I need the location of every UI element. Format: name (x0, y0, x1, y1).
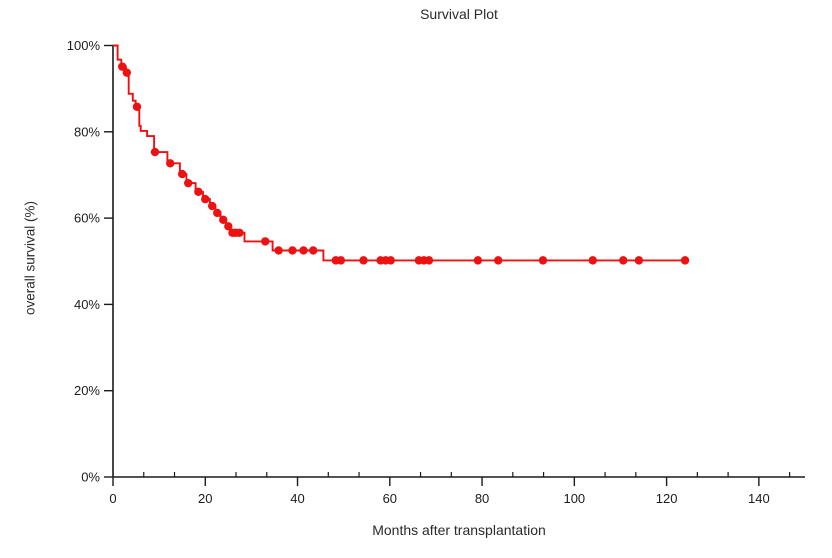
censor-marker (166, 159, 175, 168)
censor-marker (132, 102, 142, 111)
y-tick-label: 20% (74, 383, 100, 398)
censor-marker (588, 256, 597, 265)
censor-marker (336, 256, 346, 265)
censor-marker (473, 256, 483, 265)
censor-marker (299, 246, 308, 255)
censor-marker (274, 246, 283, 255)
x-tick-label: 60 (383, 491, 397, 506)
censor-marker (183, 178, 193, 188)
censor-marker (201, 194, 210, 204)
censor-marker (150, 147, 160, 157)
y-tick-label: 40% (74, 297, 100, 312)
chart-title: Survival Plot (420, 6, 498, 22)
censor-marker (424, 256, 434, 265)
censor-marker (219, 215, 228, 225)
censor-marker (235, 228, 244, 237)
x-tick-label: 120 (656, 491, 678, 506)
x-tick-label: 100 (563, 491, 585, 506)
censor-marker (194, 187, 203, 196)
x-tick-label: 20 (198, 491, 212, 506)
censor-marker (386, 256, 395, 265)
x-tick-label: 140 (748, 491, 770, 506)
censor-marker (213, 208, 222, 218)
censor-marker (634, 256, 644, 265)
y-tick-label: 80% (74, 124, 100, 139)
censor-marker (359, 256, 368, 265)
censor-marker (680, 256, 690, 265)
x-tick-label: 80 (475, 491, 489, 506)
survival-curve (113, 44, 686, 262)
censor-marker (178, 169, 187, 179)
y-tick-label: 100% (67, 38, 101, 53)
censor-marker (309, 246, 318, 255)
censor-marker (118, 62, 127, 71)
censor-marker (224, 222, 233, 231)
censor-marker (538, 256, 548, 265)
y-tick-label: 0% (81, 470, 100, 485)
censor-marker (122, 68, 132, 77)
x-tick-label: 0 (109, 491, 116, 506)
x-tick-label: 40 (290, 491, 304, 506)
censor-marker (288, 246, 297, 255)
censor-marker (619, 256, 628, 265)
censor-marker (207, 201, 217, 211)
censor-marker (261, 237, 270, 246)
y-tick-label: 60% (74, 211, 100, 226)
x-axis-label: Months after transplantation (372, 522, 546, 538)
censor-marker (494, 256, 503, 265)
